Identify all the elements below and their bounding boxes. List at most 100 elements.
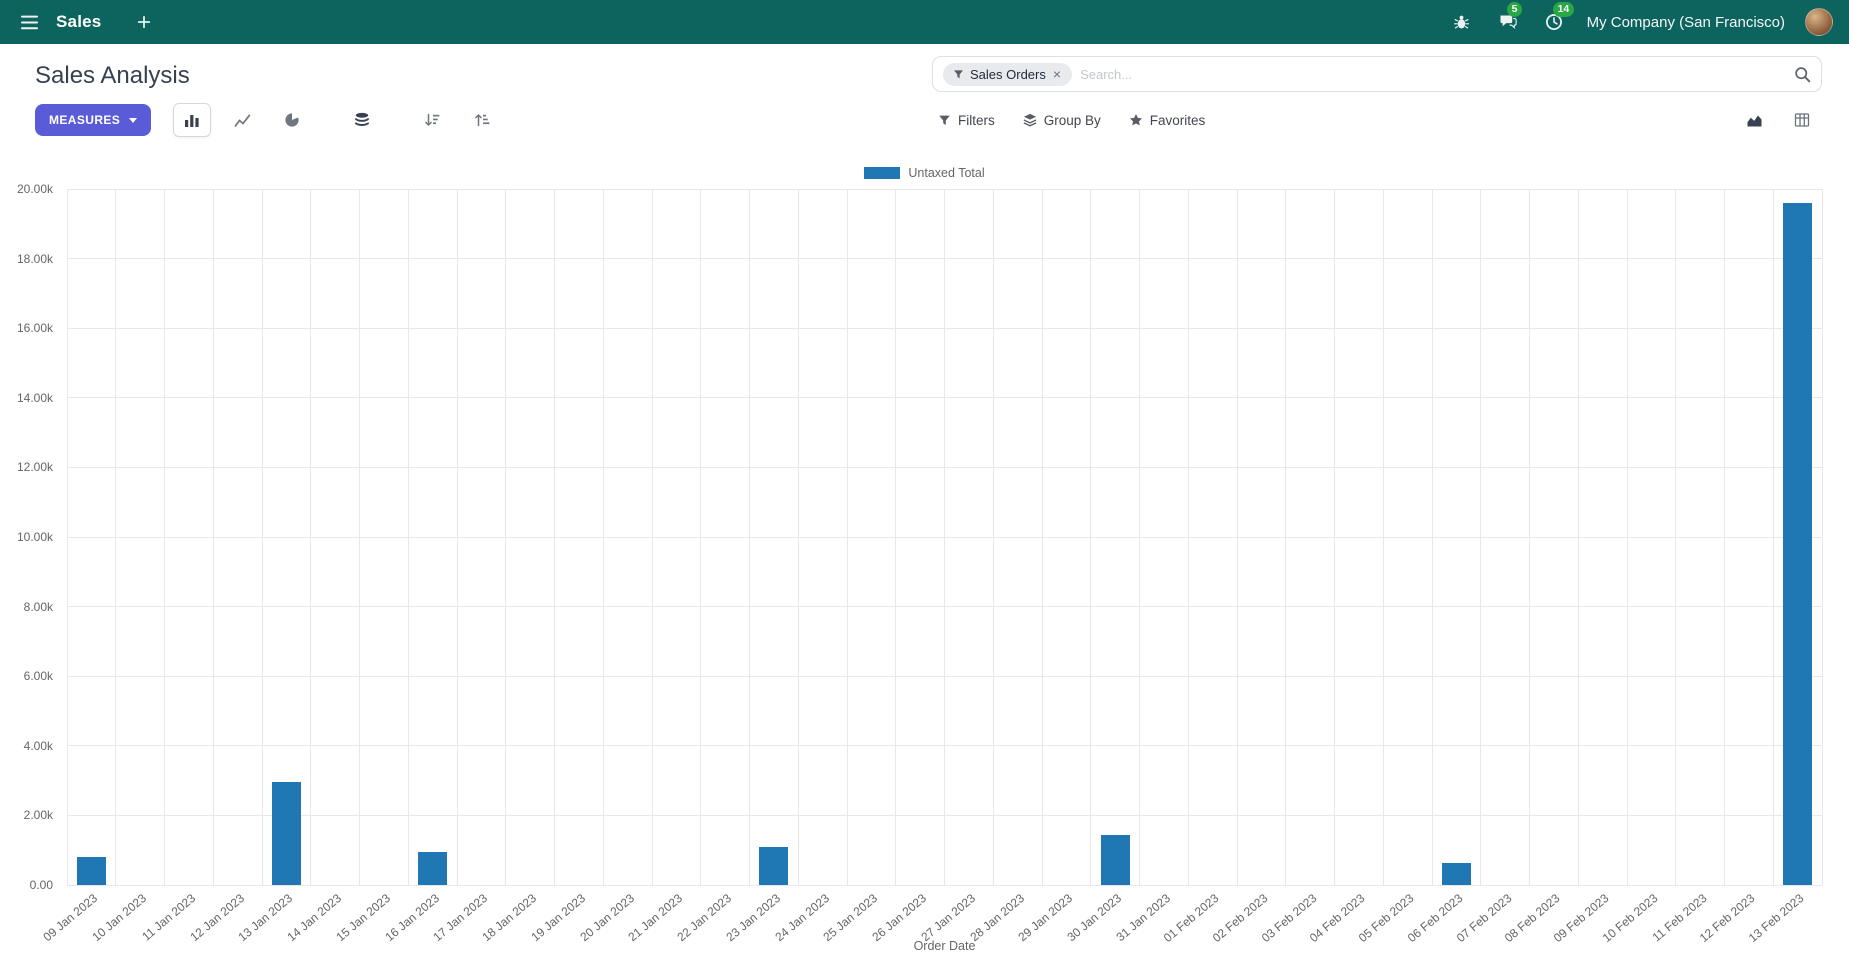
view-switchers — [1734, 100, 1822, 140]
y-tick-label: 14.00k — [16, 390, 53, 405]
x-axis-title: Order Date — [913, 939, 976, 953]
messages-button[interactable]: 5 — [1495, 2, 1523, 35]
gridline-vertical — [749, 189, 750, 885]
sales-analysis-chart: Untaxed Total 0.00 2.00k 4.00k 6.00k 8.00k 10… — [0, 156, 1849, 958]
stacked-toggle-button[interactable] — [343, 103, 381, 137]
chart-mode-group — [173, 103, 501, 137]
line-chart-mode-button[interactable] — [223, 103, 261, 137]
gridline-vertical — [261, 189, 263, 885]
gridline-vertical — [992, 189, 994, 885]
sort-asc-icon — [474, 113, 490, 128]
gridline-vertical — [846, 189, 848, 885]
bar-16-jan-2023[interactable] — [418, 851, 448, 885]
bar-23-jan-2023[interactable] — [759, 847, 789, 885]
bar-13-jan-2023[interactable] — [271, 782, 301, 885]
bar-30-jan-2023[interactable] — [1100, 834, 1130, 885]
gridline-vertical — [212, 189, 214, 885]
sort-ascending-button[interactable] — [463, 103, 501, 137]
sort-desc-icon — [424, 113, 440, 128]
favorites-button[interactable]: Favorites — [1129, 112, 1206, 128]
gridline-vertical — [895, 189, 897, 885]
measures-button[interactable]: MEASURES — [35, 104, 152, 136]
control-panel: Sales Analysis Sales Orders × MEASURES — [0, 44, 1849, 156]
gridline-vertical — [1090, 189, 1092, 885]
bar-chart-mode-button[interactable] — [173, 103, 212, 137]
y-tick-label: 4.00k — [23, 738, 53, 753]
gridline-vertical — [1285, 189, 1287, 885]
apps-menu-button[interactable] — [16, 9, 42, 35]
gridline-vertical — [1577, 189, 1579, 885]
gridline-vertical — [1529, 189, 1530, 885]
filter-funnel-icon — [953, 69, 964, 80]
gridline-vertical — [359, 189, 360, 885]
gridline-vertical — [1431, 189, 1433, 885]
page-title: Sales Analysis — [35, 62, 190, 89]
legend-item-untaxed-total[interactable]: Untaxed Total — [864, 166, 985, 180]
sort-descending-button[interactable] — [413, 103, 451, 137]
plus-icon — [137, 15, 151, 29]
company-switcher[interactable]: My Company (San Francisco) — [1586, 13, 1785, 31]
gridline-vertical — [797, 189, 799, 885]
gridline-vertical — [456, 189, 458, 885]
filters-label: Filters — [958, 112, 995, 128]
bar-09-jan-2023[interactable] — [76, 857, 106, 885]
app-name[interactable]: Sales — [56, 12, 102, 31]
pie-chart-icon — [284, 112, 300, 128]
new-button[interactable] — [131, 9, 157, 35]
navbar-systray: 5 14 My Company (San Francisco) — [1449, 2, 1833, 36]
graph-view-button[interactable] — [1734, 103, 1774, 137]
bar-06-feb-2023[interactable] — [1441, 862, 1471, 885]
y-tick-label: 8.00k — [23, 599, 53, 614]
activities-button[interactable]: 14 — [1541, 2, 1575, 35]
search-input[interactable] — [1080, 66, 1786, 82]
gridline-vertical — [1724, 189, 1725, 885]
gridline-vertical — [1626, 189, 1628, 885]
chart-legend: Untaxed Total — [0, 166, 1849, 180]
search-icon[interactable] — [1794, 66, 1811, 83]
user-avatar[interactable] — [1805, 8, 1833, 36]
y-tick-label: 16.00k — [16, 321, 53, 336]
gridline-vertical — [66, 189, 68, 885]
search-facet-sales-orders[interactable]: Sales Orders × — [943, 62, 1073, 86]
gridline-vertical — [1382, 189, 1384, 885]
filters-button[interactable]: Filters — [938, 113, 995, 128]
gridline-vertical — [554, 189, 555, 885]
plot-area — [66, 188, 1823, 886]
favorites-label: Favorites — [1149, 112, 1206, 128]
gridline-vertical — [407, 189, 409, 885]
gridline-vertical — [602, 189, 604, 885]
messages-badge: 5 — [1506, 2, 1523, 17]
chevron-down-icon — [129, 117, 138, 123]
group-by-label: Group By — [1043, 112, 1101, 128]
search-bar[interactable]: Sales Orders × — [932, 56, 1822, 92]
area-chart-icon — [1746, 113, 1763, 128]
facet-remove-button[interactable]: × — [1052, 66, 1062, 82]
bar-13-feb-2023[interactable] — [1783, 202, 1813, 885]
gridline-vertical — [1041, 189, 1043, 885]
pivot-view-button[interactable] — [1782, 103, 1822, 137]
gridline-vertical — [1236, 189, 1238, 885]
gridline-vertical — [505, 189, 507, 885]
gridline-vertical — [310, 189, 312, 885]
y-axis-labels: 0.00 2.00k 4.00k 6.00k 8.00k 10.00k 12.00k 14.0… — [0, 182, 59, 892]
group-by-button[interactable]: Group By — [1023, 113, 1101, 128]
pivot-table-icon — [1794, 112, 1810, 128]
layers-icon — [1023, 113, 1037, 127]
bug-icon — [1453, 14, 1470, 31]
clock-icon — [1545, 13, 1563, 31]
gridline-vertical — [1480, 189, 1482, 885]
filters-funnel-icon — [938, 114, 951, 127]
gridline-vertical — [1821, 189, 1823, 885]
gridline-vertical — [115, 189, 117, 885]
legend-swatch — [864, 167, 901, 179]
y-tick-label: 10.00k — [16, 530, 53, 544]
gridline-vertical — [1334, 189, 1335, 885]
top-navbar: Sales 5 14 My Company (San Francisco) — [0, 0, 1849, 44]
debug-button[interactable] — [1449, 9, 1475, 35]
pie-chart-mode-button[interactable] — [273, 103, 311, 137]
gridline-vertical — [651, 189, 653, 885]
gridline-vertical — [1675, 189, 1677, 885]
y-tick-label: 12.00k — [16, 460, 53, 475]
star-icon — [1129, 113, 1143, 127]
gridline-vertical — [164, 189, 165, 885]
